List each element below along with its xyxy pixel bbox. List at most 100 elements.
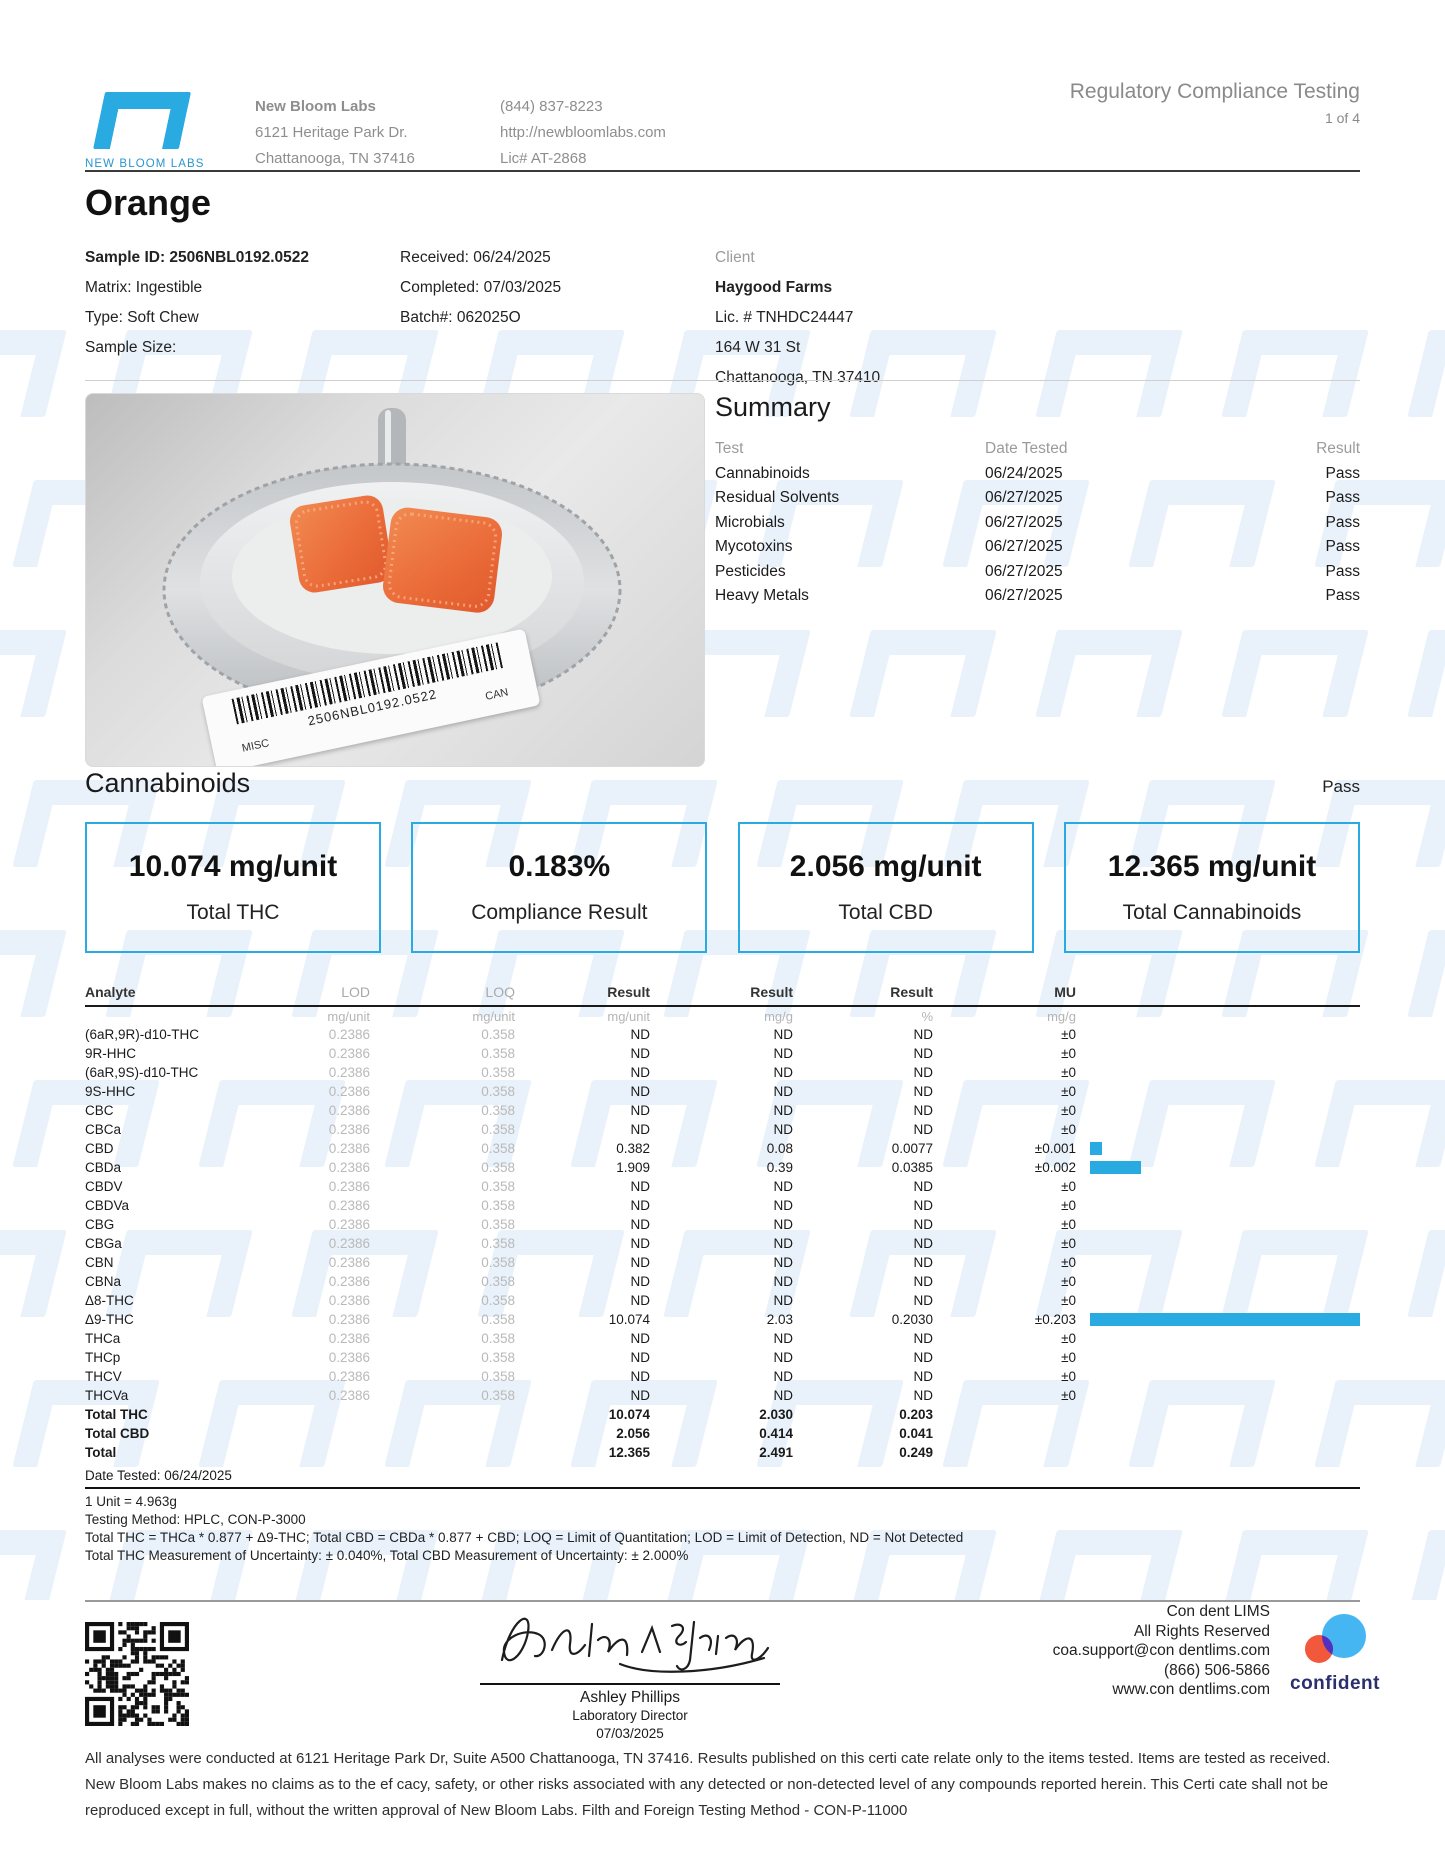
footnote-line: Testing Method: HPLC, CON-P-3000 xyxy=(85,1512,306,1527)
signer-title: Laboratory Director xyxy=(572,1708,688,1723)
footnotes: 1 Unit = 4.963g Testing Method: HPLC, CON… xyxy=(85,1493,1360,1565)
analyte-loq: 0.358 xyxy=(481,1027,515,1042)
total-mg-g: 2.491 xyxy=(759,1445,793,1460)
watermark-glyph xyxy=(1035,630,1183,717)
analyte-row: CBDV 0.2386 0.358 ND ND ND ±0 xyxy=(85,1177,1360,1196)
analyte-result-mg-unit: 1.909 xyxy=(616,1160,650,1175)
analyte-mu: ±0 xyxy=(1061,1350,1076,1365)
signature-icon xyxy=(500,1617,770,1673)
analyte-bar-cell xyxy=(1076,1237,1360,1250)
analyte-bar-cell xyxy=(1076,1123,1360,1136)
analyte-result-mg-unit: ND xyxy=(630,1255,651,1270)
lab-info-block: New Bloom Labs 6121 Heritage Park Dr. Ch… xyxy=(255,94,415,172)
analyte-result-pct: ND xyxy=(913,1293,934,1308)
analyte-row: CBGa 0.2386 0.358 ND ND ND ±0 xyxy=(85,1234,1360,1253)
analyte-bar-cell xyxy=(1076,1351,1360,1364)
new-bloom-logo-icon xyxy=(92,92,192,149)
analyte-lod: 0.2386 xyxy=(328,1141,370,1156)
label-tag-misc: MISC xyxy=(240,737,271,755)
summary-col-test: Test xyxy=(715,440,744,457)
analyte-bar-cell xyxy=(1076,1256,1360,1269)
client-info-block: Client Haygood Farms Lic. # TNHDC24447 1… xyxy=(715,243,880,393)
analyte-lod: 0.2386 xyxy=(328,1103,370,1118)
analyte-result-pct: ND xyxy=(913,1103,934,1118)
analyte-lod: 0.2386 xyxy=(328,1350,370,1365)
analyte-units-row: mg/unit mg/unit mg/unit mg/g % mg/g xyxy=(85,1007,1360,1025)
sample-id: Sample ID: 2506NBL0192.0522 xyxy=(85,249,310,266)
analyte-row: CBDVa 0.2386 0.358 ND ND ND ±0 xyxy=(85,1196,1360,1215)
analyte-result-pct: ND xyxy=(913,1255,934,1270)
analyte-result-mg-unit: ND xyxy=(630,1122,651,1137)
lab-name: New Bloom Labs xyxy=(255,98,376,115)
watermark-glyph xyxy=(0,330,67,417)
analyte-result-pct: ND xyxy=(913,1369,934,1384)
report-header: Regulatory Compliance Testing 1 of 4 xyxy=(1070,80,1360,126)
analyte-mu: ±0.001 xyxy=(1034,1141,1076,1156)
col-analyte: Analyte xyxy=(85,984,136,1000)
metric-total-cbd: 2.056 mg/unit Total CBD xyxy=(737,822,1034,953)
summary-result: Pass xyxy=(1325,562,1360,580)
total-name: Total THC xyxy=(85,1407,148,1422)
unit-loq: mg/unit xyxy=(472,1008,515,1024)
analyte-result-mg-g: ND xyxy=(773,1255,794,1270)
analyte-loq: 0.358 xyxy=(481,1274,515,1289)
signer-name: Ashley Phillips xyxy=(580,1689,680,1706)
analyte-name: 9S-HHC xyxy=(85,1084,136,1099)
col-result-mg-unit: Result xyxy=(607,984,650,1000)
unit-result2: mg/g xyxy=(764,1008,793,1024)
summary-title: Summary xyxy=(715,392,831,422)
footnote-line: Total THC Measurement of Uncertainty: ± … xyxy=(85,1548,689,1563)
unit-result1: mg/unit xyxy=(607,1008,650,1024)
analyte-result-pct: ND xyxy=(913,1274,934,1289)
footnote-line: 1 Unit = 4.963g xyxy=(85,1494,177,1509)
analyte-lod: 0.2386 xyxy=(328,1331,370,1346)
analyte-row: 9R-HHC 0.2386 0.358 ND ND ND ±0 xyxy=(85,1044,1360,1063)
client-address2: Chattanooga, TN 37410 xyxy=(715,369,881,386)
analyte-result-pct: 0.2030 xyxy=(891,1312,933,1327)
cannabinoids-header: Cannabinoids Pass xyxy=(85,768,1360,799)
summary-date: 06/27/2025 xyxy=(985,489,1063,506)
analyte-mu: ±0 xyxy=(1061,1046,1076,1061)
analyte-row: CBC 0.2386 0.358 ND ND ND ±0 xyxy=(85,1101,1360,1120)
analyte-loq: 0.358 xyxy=(481,1350,515,1365)
analyte-bar-cell xyxy=(1076,1180,1360,1193)
analyte-bar-cell xyxy=(1076,1104,1360,1117)
analyte-bar-cell xyxy=(1076,1028,1360,1041)
analyte-row: CBNa 0.2386 0.358 ND ND ND ±0 xyxy=(85,1272,1360,1291)
total-mg-unit: 10.074 xyxy=(608,1407,650,1422)
analyte-result-mg-g: ND xyxy=(773,1046,794,1061)
analyte-mu: ±0 xyxy=(1061,1331,1076,1346)
metric-value: 0.183% xyxy=(508,850,611,883)
analyte-result-mg-g: ND xyxy=(773,1179,794,1194)
qr-code-icon xyxy=(85,1622,189,1726)
analyte-result-mg-unit: ND xyxy=(630,1236,651,1251)
analyte-result-mg-g: ND xyxy=(773,1388,794,1403)
summary-result: Pass xyxy=(1325,538,1360,555)
analyte-lod: 0.2386 xyxy=(328,1255,370,1270)
analyte-result-pct: ND xyxy=(913,1046,934,1061)
metric-value: 12.365 mg/unit xyxy=(1107,850,1317,883)
lab-license: Lic# AT-2868 xyxy=(500,150,587,167)
analyte-name: THCV xyxy=(85,1369,122,1384)
analyte-row: THCV 0.2386 0.358 ND ND ND ±0 xyxy=(85,1367,1360,1386)
analyte-mu: ±0 xyxy=(1061,1293,1076,1308)
lab-address-line2: Chattanooga, TN 37416 xyxy=(255,150,415,167)
analyte-result-mg-g: ND xyxy=(773,1122,794,1137)
analyte-lod: 0.2386 xyxy=(328,1274,370,1289)
lab-contact-block: (844) 837-8223 http://newbloomlabs.com L… xyxy=(500,94,666,172)
summary-test: Pesticides xyxy=(715,562,786,580)
analyte-lod: 0.2386 xyxy=(328,1293,370,1308)
analyte-result-mg-g: 0.08 xyxy=(766,1141,793,1156)
analyte-lod: 0.2386 xyxy=(328,1065,370,1080)
analyte-result-mg-unit: ND xyxy=(630,1369,651,1384)
col-lod: LOD xyxy=(341,984,370,1000)
sample-info-col1: Sample ID: 2506NBL0192.0522 Matrix: Inge… xyxy=(85,243,309,363)
analyte-result-bar xyxy=(1090,1161,1142,1174)
col-mu: MU xyxy=(1054,984,1076,1000)
analyte-result-pct: ND xyxy=(913,1084,934,1099)
analyte-row: CBCa 0.2386 0.358 ND ND ND ±0 xyxy=(85,1120,1360,1139)
lims-line: (866) 506-5866 xyxy=(1164,1661,1270,1679)
total-rows: Total THC 10.074 2.030 0.203 Total CBD 2… xyxy=(85,1405,1360,1462)
metric-value: 10.074 mg/unit xyxy=(128,850,338,883)
analyte-result-mg-g: ND xyxy=(773,1065,794,1080)
